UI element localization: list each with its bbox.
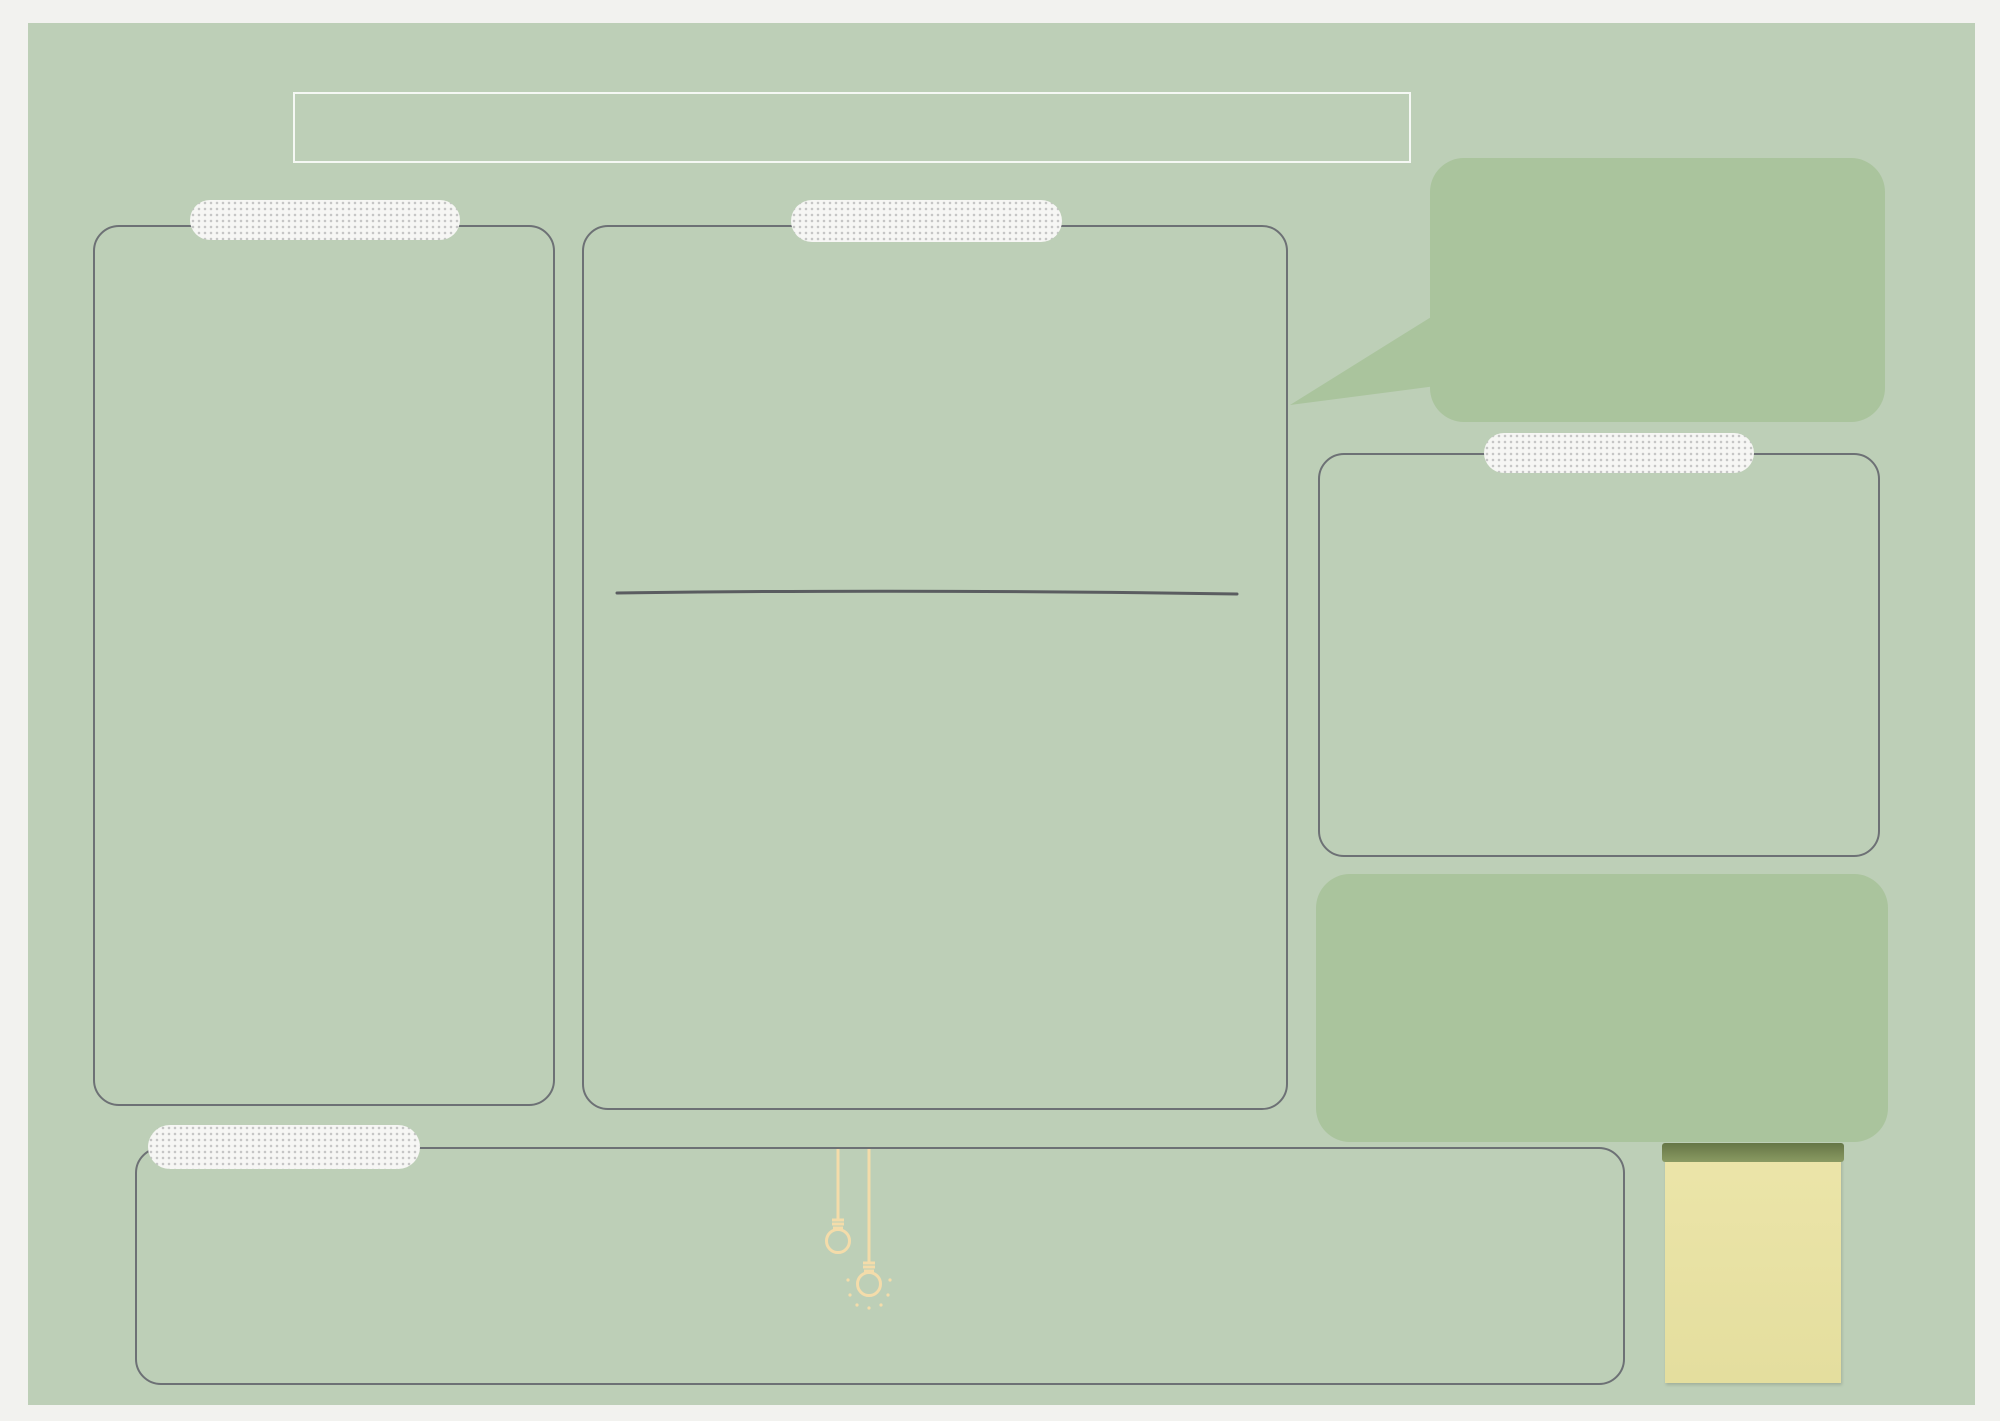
section-heading-senior-reality	[791, 200, 1062, 242]
title-frame	[293, 92, 1411, 163]
section-heading-proposal	[1484, 433, 1754, 473]
summary-card	[135, 1147, 1625, 1385]
section-heading-summary	[148, 1125, 420, 1169]
middle-anxiety-card	[93, 225, 555, 1106]
section-heading-middle-anxiety	[190, 200, 460, 240]
tape-decoration	[1662, 1143, 1844, 1162]
references-note	[1665, 1147, 1841, 1383]
senior-reality-card	[582, 225, 1288, 1110]
proposal-card	[1318, 453, 1880, 857]
